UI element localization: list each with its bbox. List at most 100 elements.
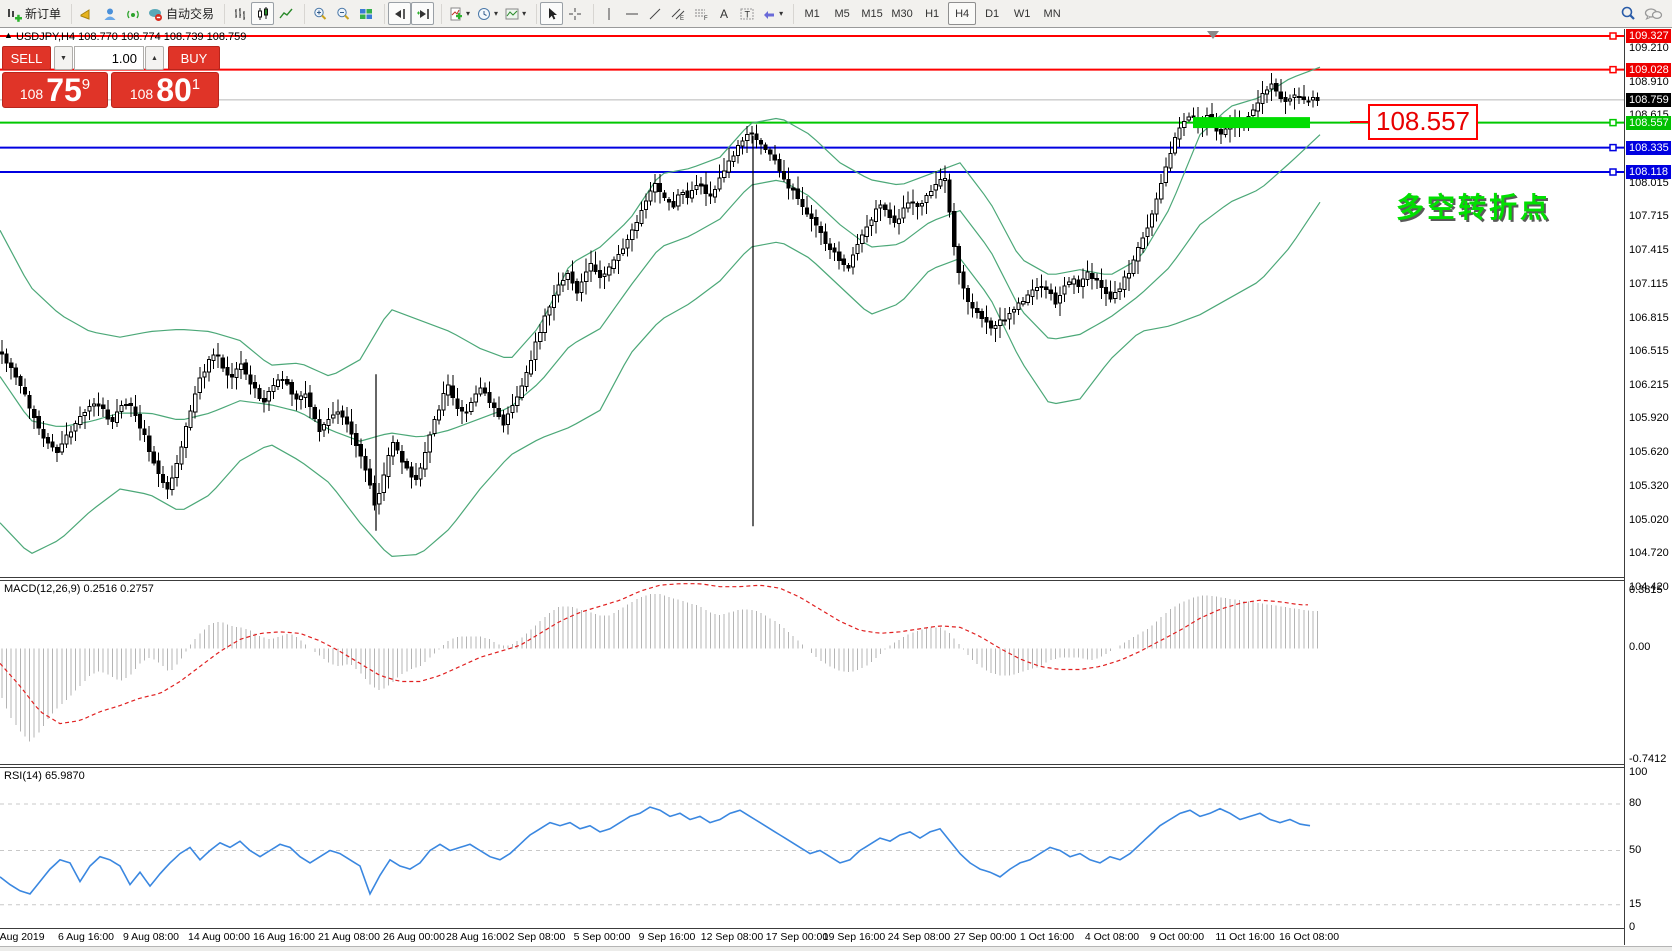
level-price-label: 108.335 <box>1626 140 1671 155</box>
new-order-button[interactable]: 新订单 <box>3 2 64 25</box>
autotrading-icon <box>149 8 163 21</box>
text-label-icon: T <box>740 8 754 19</box>
sell-price-prefix: 108 <box>19 86 44 102</box>
indicators-button[interactable]: ▾ <box>445 2 473 25</box>
price-tick-label: 107.415 <box>1629 244 1669 257</box>
autotrading-button[interactable]: 自动交易 <box>144 2 217 25</box>
svg-text:A: A <box>720 7 728 21</box>
time-label: 16 Aug 16:00 <box>253 931 315 943</box>
timeframe-m30[interactable]: M30 <box>891 7 913 20</box>
news-button[interactable] <box>75 2 98 25</box>
time-axis[interactable]: 2 Aug 2019 6 Aug 16:00 9 Aug 08:00 14 Aug 0… <box>0 929 1624 945</box>
price-axis[interactable]: 109.210108.910108.615108.015107.715107.4… <box>1624 29 1672 945</box>
dropdown-caret-icon: ▾ <box>494 9 499 18</box>
toolbar-separator <box>218 3 226 24</box>
volume-down-button[interactable]: ▼ <box>54 46 73 70</box>
main-toolbar: 新订单 自动交易 ▾ ▾ ▾ E F A T ▾ M1 M5 M15 M30 H1 H4 D… <box>0 0 1672 28</box>
time-label: 14 Aug 00:00 <box>188 931 250 943</box>
vertical-line-button[interactable] <box>597 2 620 25</box>
search-button[interactable] <box>1616 2 1640 25</box>
zoom-in-icon <box>313 7 326 20</box>
bar-chart-button[interactable] <box>228 2 251 25</box>
macd-label: MACD(12,26,9) 0.2516 0.2757 <box>4 583 154 595</box>
fibonacci-button[interactable]: F <box>689 2 712 25</box>
horizontal-line-icon <box>625 13 638 14</box>
templates-button[interactable]: ▾ <box>501 2 529 25</box>
candlestick-chart-icon <box>257 6 268 20</box>
zoom-out-button[interactable] <box>331 2 354 25</box>
price-tick-label: 108.015 <box>1629 176 1669 189</box>
periods-button[interactable]: ▾ <box>473 2 501 25</box>
price-callout[interactable]: 108.557 <box>1368 104 1478 140</box>
price-tick-label: 105.620 <box>1629 446 1669 459</box>
template-icon <box>505 8 519 19</box>
cursor-button[interactable] <box>540 2 564 25</box>
window-bottom-strip <box>0 946 1672 951</box>
panel-splitter-macd-rsi[interactable] <box>0 764 1672 768</box>
fibonacci-icon: F <box>694 9 708 22</box>
timeframe-group: M1 M5 M15 M30 H1 H4 D1 W1 MN <box>797 2 1067 25</box>
zoom-in-button[interactable] <box>308 2 331 25</box>
person-icon <box>104 8 116 20</box>
text-button[interactable]: A <box>712 2 735 25</box>
channel-button[interactable]: E <box>666 2 689 25</box>
level-price-label: 108.118 <box>1626 165 1671 179</box>
zoom-out-icon <box>336 7 349 20</box>
axis-separator <box>0 928 1672 929</box>
price-tick-label: 107.715 <box>1629 210 1669 223</box>
autotrading-label: 自动交易 <box>166 7 215 21</box>
shapes-button[interactable]: ▾ <box>758 2 786 25</box>
sell-button[interactable]: SELL <box>2 46 51 70</box>
rsi-tick-label: 80 <box>1629 797 1642 809</box>
new-order-icon <box>8 8 22 22</box>
time-label: 5 Sep 00:00 <box>573 931 631 943</box>
macd-tick-label: -0.7412 <box>1629 752 1667 765</box>
candlestick-chart-button[interactable] <box>251 2 275 25</box>
community-button[interactable] <box>98 2 121 25</box>
line-chart-button[interactable] <box>274 2 297 25</box>
tile-windows-icon <box>359 8 372 19</box>
buy-button[interactable]: BUY <box>168 46 220 70</box>
turning-point-annotation[interactable]: 多空转折点 <box>1396 192 1552 223</box>
trendline-button[interactable] <box>643 2 666 25</box>
volume-input[interactable]: 1.00 <box>74 46 144 70</box>
signal-icon <box>126 10 139 18</box>
rsi-panel[interactable] <box>0 768 1672 928</box>
auto-scroll-button[interactable] <box>411 2 435 25</box>
price-tick-label: 109.210 <box>1629 42 1669 55</box>
signals-button[interactable] <box>121 2 144 25</box>
trendline-icon <box>649 8 660 19</box>
label-button[interactable]: T <box>735 2 758 25</box>
clock-icon <box>478 7 491 20</box>
sell-price-big: 75 <box>46 72 82 108</box>
tile-windows-button[interactable] <box>354 2 377 25</box>
price-tick-label: 107.115 <box>1629 277 1668 290</box>
one-click-trading-panel: SELL ▼ 1.00 ▲ BUY 108 75 9 108 80 1 <box>2 46 220 108</box>
horizontal-line-button[interactable] <box>620 2 643 25</box>
svg-text:F: F <box>704 16 708 22</box>
timeframe-w1[interactable]: W1 <box>1013 7 1031 20</box>
macd-tick-label: 0.00 <box>1629 641 1651 654</box>
price-tick-label: 106.215 <box>1629 379 1669 392</box>
timeframe-h1[interactable]: H1 <box>925 7 940 20</box>
buy-price-box[interactable]: 108 80 1 <box>111 72 219 108</box>
crosshair-button[interactable] <box>563 2 586 25</box>
svg-text:E: E <box>680 16 684 22</box>
rsi-tick-label: 15 <box>1629 897 1642 910</box>
volume-up-button[interactable]: ▲ <box>145 46 164 70</box>
cursor-icon <box>548 7 557 19</box>
timeframe-m15[interactable]: M15 <box>861 7 883 20</box>
chart-shift-button[interactable] <box>388 2 412 25</box>
time-label: 9 Sep 16:00 <box>638 931 696 943</box>
macd-panel[interactable] <box>0 581 1672 764</box>
panel-splitter-main-macd[interactable] <box>0 577 1672 581</box>
timeframe-d1[interactable]: D1 <box>985 7 1000 20</box>
timeframe-mn[interactable]: MN <box>1043 7 1061 20</box>
sell-price-box[interactable]: 108 75 9 <box>2 72 108 108</box>
timeframe-m1[interactable]: M1 <box>804 7 820 20</box>
timeframe-m5[interactable]: M5 <box>834 7 850 20</box>
chat-button[interactable] <box>1640 2 1666 25</box>
time-label: 4 Oct 08:00 <box>1084 931 1140 943</box>
time-label: 28 Aug 16:00 <box>446 931 508 943</box>
timeframe-h4[interactable]: H4 <box>948 2 977 25</box>
